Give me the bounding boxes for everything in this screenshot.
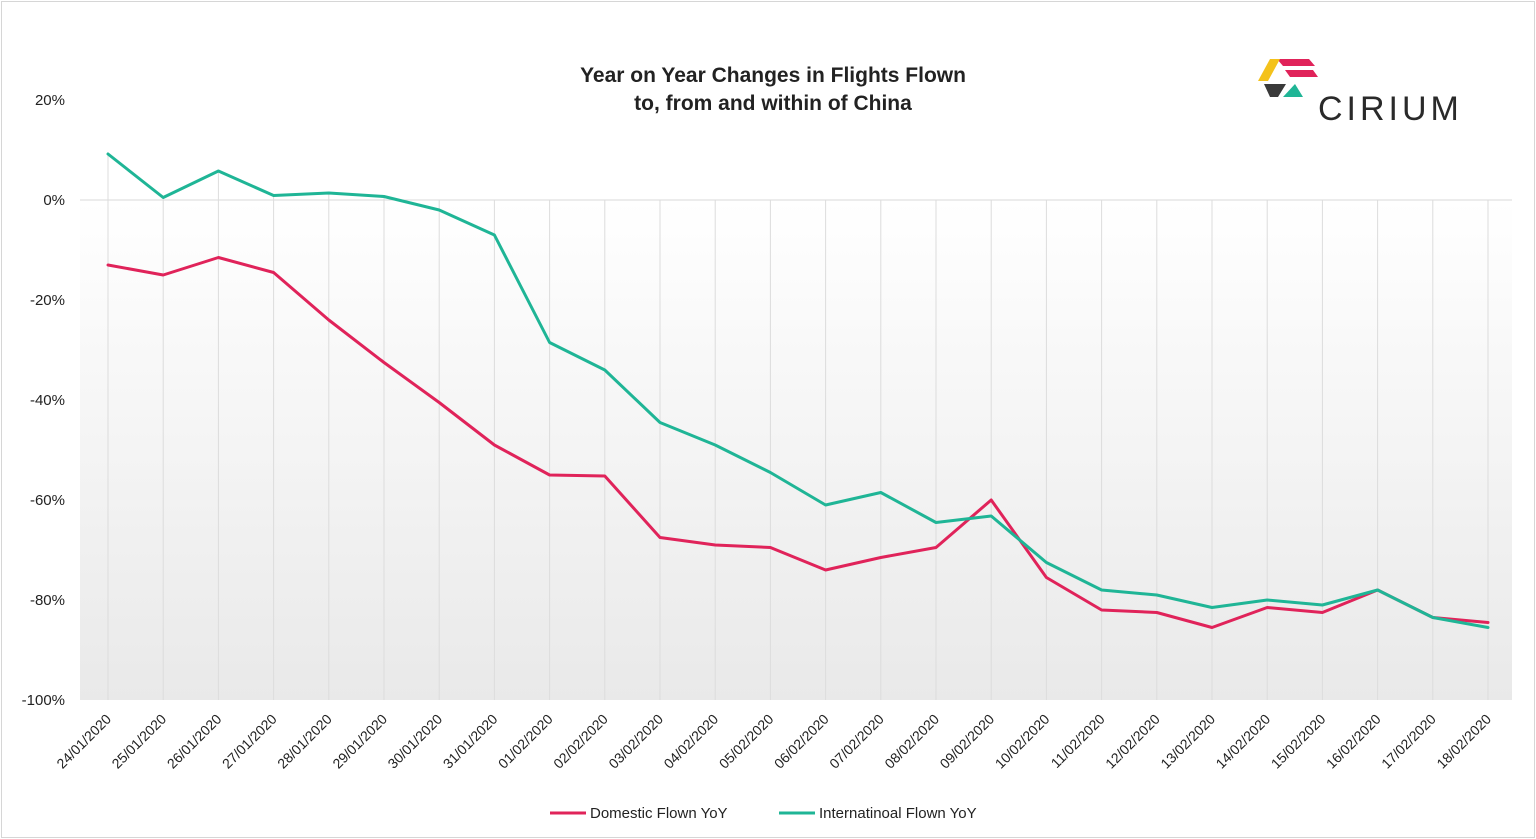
domestic-series-line bbox=[106, 256, 1490, 629]
x-tick-label: 26/01/2020 bbox=[164, 711, 225, 772]
x-tick-label: 09/02/2020 bbox=[936, 711, 997, 772]
x-tick-label: 06/02/2020 bbox=[771, 711, 832, 772]
x-tick-label: 01/02/2020 bbox=[495, 711, 556, 772]
x-tick-label: 30/01/2020 bbox=[384, 711, 445, 772]
x-tick-label: 24/01/2020 bbox=[53, 711, 114, 772]
x-tick-label: 11/02/2020 bbox=[1048, 711, 1108, 771]
legend: Domestic Flown YoY Internatinoal Flown Yo… bbox=[550, 805, 977, 822]
x-tick-label: 10/02/2020 bbox=[992, 711, 1053, 772]
legend-label: Domestic Flown YoY bbox=[590, 805, 728, 822]
logo-mark-red-mid bbox=[1285, 70, 1318, 77]
x-tick-label: 27/01/2020 bbox=[219, 711, 280, 772]
x-tick-label: 07/02/2020 bbox=[826, 711, 887, 772]
y-tick-label: -100% bbox=[22, 692, 65, 709]
y-tick-label: 0% bbox=[43, 192, 65, 209]
x-tick-label: 16/02/2020 bbox=[1323, 711, 1384, 772]
chart-title: Year on Year Changes in Flights Flown bbox=[580, 64, 966, 87]
legend-label: Internatinoal Flown YoY bbox=[819, 805, 977, 822]
y-tick-label: -20% bbox=[30, 292, 65, 309]
logo-text: CIRIUM bbox=[1318, 90, 1463, 128]
international-series-line bbox=[106, 152, 1490, 629]
x-tick-label: 08/02/2020 bbox=[881, 711, 942, 772]
x-tick-label: 28/01/2020 bbox=[274, 711, 335, 772]
logo-mark-green bbox=[1283, 84, 1303, 97]
x-tick-label: 05/02/2020 bbox=[716, 711, 777, 772]
y-tick-label: -40% bbox=[30, 392, 65, 409]
y-tick-label: 20% bbox=[35, 92, 65, 109]
x-tick-label: 14/02/2020 bbox=[1212, 711, 1273, 772]
logo-mark-yellow bbox=[1258, 59, 1280, 81]
x-tick-label: 31/01/2020 bbox=[440, 711, 501, 772]
x-tick-label: 25/01/2020 bbox=[108, 711, 169, 772]
x-tick-label: 13/02/2020 bbox=[1157, 711, 1218, 772]
x-tick-label: 17/02/2020 bbox=[1378, 711, 1439, 772]
x-tick-label: 02/02/2020 bbox=[550, 711, 611, 772]
x-tick-label: 29/01/2020 bbox=[329, 711, 390, 772]
x-tick-label: 03/02/2020 bbox=[605, 711, 666, 772]
plot-area bbox=[80, 200, 1512, 700]
x-tick-label: 15/02/2020 bbox=[1268, 711, 1329, 772]
y-tick-label: -80% bbox=[30, 592, 65, 609]
chart-subtitle: to, from and within of China bbox=[634, 92, 912, 115]
x-axis: 24/01/202025/01/202026/01/202027/01/2020… bbox=[53, 711, 1494, 772]
cirium-logo: CIRIUM bbox=[1258, 59, 1463, 128]
y-tick-label: -60% bbox=[30, 492, 65, 509]
y-axis: 20% 0% -20% -40% -60% -80% -100% bbox=[22, 92, 65, 709]
logo-mark-red-top bbox=[1277, 59, 1315, 66]
grid-lines bbox=[80, 154, 1512, 700]
x-tick-label: 04/02/2020 bbox=[660, 711, 721, 772]
x-tick-label: 12/02/2020 bbox=[1102, 711, 1163, 772]
logo-mark-dark bbox=[1264, 84, 1286, 97]
x-tick-label: 18/02/2020 bbox=[1433, 711, 1494, 772]
series-lines bbox=[106, 152, 1490, 629]
